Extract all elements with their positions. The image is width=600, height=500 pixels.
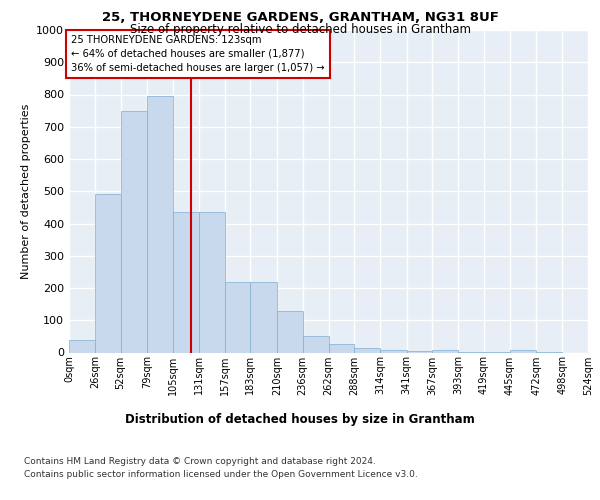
Text: 25 THORNEYDENE GARDENS: 123sqm
← 64% of detached houses are smaller (1,877)
36% : 25 THORNEYDENE GARDENS: 123sqm ← 64% of … <box>71 35 325 73</box>
Bar <box>199 212 224 352</box>
Bar <box>224 282 250 352</box>
Text: Size of property relative to detached houses in Grantham: Size of property relative to detached ho… <box>130 22 470 36</box>
Bar <box>433 350 458 352</box>
Text: Contains HM Land Registry data © Crown copyright and database right 2024.: Contains HM Land Registry data © Crown c… <box>24 458 376 466</box>
Bar <box>303 336 329 352</box>
Bar <box>121 110 147 352</box>
Bar <box>250 282 277 352</box>
Bar <box>277 311 303 352</box>
Bar <box>95 194 121 352</box>
Bar <box>329 344 354 352</box>
Bar <box>510 350 536 352</box>
Y-axis label: Number of detached properties: Number of detached properties <box>20 104 31 279</box>
Bar <box>407 350 433 352</box>
Text: Distribution of detached houses by size in Grantham: Distribution of detached houses by size … <box>125 412 475 426</box>
Bar <box>380 350 407 352</box>
Bar <box>354 348 380 352</box>
Text: 25, THORNEYDENE GARDENS, GRANTHAM, NG31 8UF: 25, THORNEYDENE GARDENS, GRANTHAM, NG31 … <box>101 11 499 24</box>
Bar <box>147 96 173 352</box>
Bar <box>69 340 95 352</box>
Text: Contains public sector information licensed under the Open Government Licence v3: Contains public sector information licen… <box>24 470 418 479</box>
Bar <box>173 212 199 352</box>
